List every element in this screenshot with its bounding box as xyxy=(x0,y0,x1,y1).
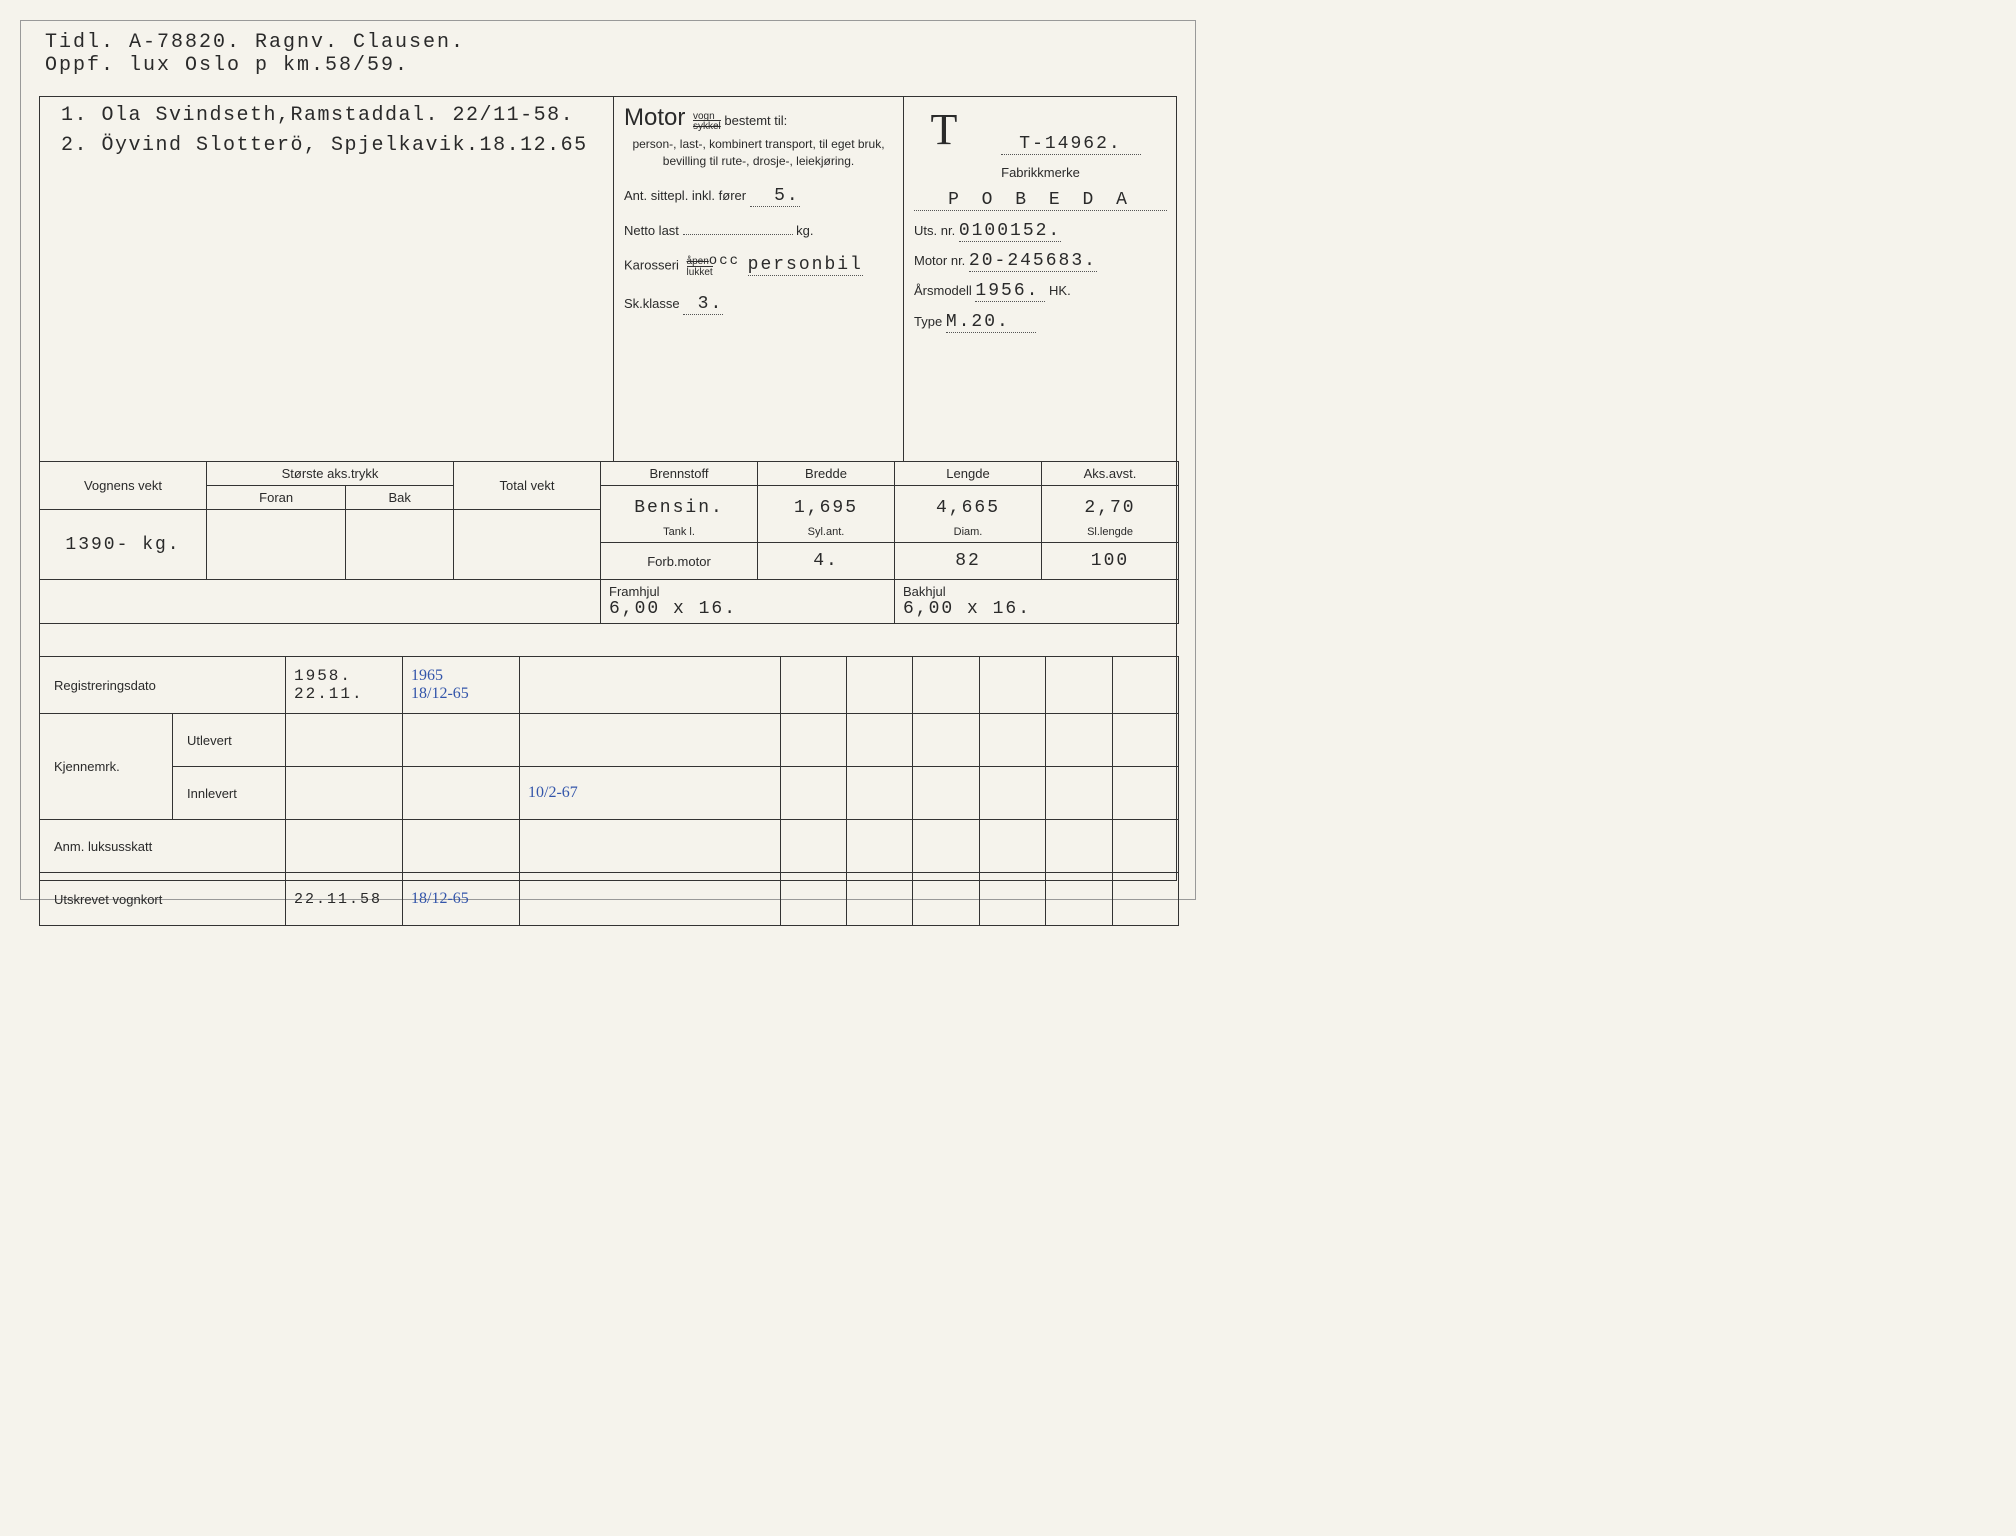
bestemt-label: bestemt til: xyxy=(724,113,787,128)
apen-label: åpen xyxy=(687,256,709,267)
right-info-block: Motor vogn sykkel bestemt til: person-, … xyxy=(613,96,1177,461)
reg-number: T-14962. xyxy=(1001,134,1141,155)
syl-value: 4. xyxy=(758,543,895,580)
diam-value: 82 xyxy=(895,543,1042,580)
owner-2: 2. Öyvind Slotterö, Spjelkavik.18.12.65 xyxy=(61,131,588,161)
karosseri-label: Karosseri xyxy=(624,257,679,272)
storste-label: Største aks.trykk xyxy=(207,462,454,486)
bak-label: Bak xyxy=(346,486,454,510)
sl-value: 100 xyxy=(1042,543,1179,580)
header-notes: Tidl. A-78820. Ragnv. Clausen. Oppf. lux… xyxy=(45,31,465,77)
occ-typed: occ xyxy=(709,253,740,269)
sylant-label: Syl.ant. xyxy=(766,526,886,538)
utskrevet-label: Utskrevet vognkort xyxy=(40,873,286,926)
aksavst-header: Aks.avst. xyxy=(1042,462,1179,486)
karosseri-value: personbil xyxy=(748,255,863,276)
uts-value: 0100152. xyxy=(959,221,1061,242)
motor-title: Motor xyxy=(624,104,685,131)
regdato-label: Registreringsdato xyxy=(40,657,286,714)
total-vekt-label: Total vekt xyxy=(454,462,601,510)
anm-label: Anm. luksusskatt xyxy=(40,820,286,873)
hk-label: HK. xyxy=(1049,283,1071,298)
regdato-2a: 1965 xyxy=(411,667,511,685)
table-row: Foran Bak Bensin. Tank l. 1,695 Syl.ant.… xyxy=(40,486,1179,510)
brennstoff-value: Bensin. xyxy=(609,490,749,526)
regdato-2b: 18/12-65 xyxy=(411,685,511,703)
registration-section: T T-14962. Fabrikkmerke P O B E D A Uts.… xyxy=(904,96,1177,461)
motor-desc: person-, last-, kombinert transport, til… xyxy=(624,136,893,170)
registration-card: Tidl. A-78820. Ragnv. Clausen. Oppf. lux… xyxy=(20,20,1196,900)
framhjul-value: 6,00 x 16. xyxy=(609,599,737,619)
utlevert-label: Utlevert xyxy=(173,714,286,767)
owner-1: 1. Ola Svindseth,Ramstaddal. 22/11-58. xyxy=(61,101,588,131)
fabrikk-value: P O B E D A xyxy=(914,190,1167,211)
history-table: Registreringsdato 1958. 22.11. 1965 18/1… xyxy=(39,656,1179,926)
forb-motor-label: Forb.motor xyxy=(601,543,758,580)
lengde-header: Lengde xyxy=(895,462,1042,486)
regdato-1b: 22.11. xyxy=(294,685,394,703)
type-label: Type xyxy=(914,314,942,329)
lengde-value: 4,665 xyxy=(903,490,1033,526)
table-row: Innlevert 10/2-67 xyxy=(40,767,1179,820)
innlevert-value: 10/2-67 xyxy=(528,784,578,801)
lukket-label: lukket xyxy=(687,266,713,278)
owner-history: 1. Ola Svindseth,Ramstaddal. 22/11-58. 2… xyxy=(61,101,588,161)
motornr-value: 20-245683. xyxy=(969,251,1097,272)
netto-label: Netto last xyxy=(624,223,679,238)
innlevert-label: Innlevert xyxy=(173,767,286,820)
bredde-header: Bredde xyxy=(758,462,895,486)
vognens-vekt-label: Vognens vekt xyxy=(40,462,207,510)
vekt-value: 1390- kg. xyxy=(40,510,207,580)
table-row: Vognens vekt Største aks.trykk Total vek… xyxy=(40,462,1179,486)
motor-section: Motor vogn sykkel bestemt til: person-, … xyxy=(614,96,904,461)
skklasse-value: 3. xyxy=(683,294,723,315)
tank-label: Tank l. xyxy=(609,526,749,538)
bakhjul-label: Bakhjul xyxy=(903,584,946,599)
motornr-label: Motor nr. xyxy=(914,253,965,268)
diam-label: Diam. xyxy=(903,526,1033,538)
table-row: Framhjul 6,00 x 16. Bakhjul 6,00 x 16. xyxy=(40,580,1179,624)
sittepl-value: 5. xyxy=(750,186,800,207)
bakhjul-value: 6,00 x 16. xyxy=(903,599,1031,619)
kjennemrk-label: Kjennemrk. xyxy=(40,714,173,820)
uts-label: Uts. nr. xyxy=(914,223,955,238)
kg-label: kg. xyxy=(796,223,813,238)
table-row: Registreringsdato 1958. 22.11. 1965 18/1… xyxy=(40,657,1179,714)
type-value: M.20. xyxy=(946,312,1036,333)
big-T: T xyxy=(914,104,974,155)
sllengde-label: Sl.lengde xyxy=(1050,526,1170,538)
sittepl-label: Ant. sittepl. inkl. fører xyxy=(624,188,746,203)
table-row: Kjennemrk. Utlevert xyxy=(40,714,1179,767)
header-line-1: Tidl. A-78820. Ragnv. Clausen. xyxy=(45,31,465,54)
sykkel-label: sykkel xyxy=(693,120,721,132)
arsmodell-label: Årsmodell xyxy=(914,283,972,298)
table-row: Utskrevet vognkort 22.11.58 18/12-65 xyxy=(40,873,1179,926)
bredde-value: 1,695 xyxy=(766,490,886,526)
header-line-2: Oppf. lux Oslo p km.58/59. xyxy=(45,54,465,77)
aksavst-value: 2,70 xyxy=(1050,490,1170,526)
foran-label: Foran xyxy=(207,486,346,510)
spec-table: Vognens vekt Største aks.trykk Total vek… xyxy=(39,461,1179,624)
skklasse-label: Sk.klasse xyxy=(624,296,680,311)
arsmodell-value: 1956. xyxy=(975,281,1045,302)
utskrevet-v1: 22.11.58 xyxy=(294,891,382,908)
regdato-1a: 1958. xyxy=(294,667,394,685)
brennstoff-header: Brennstoff xyxy=(601,462,758,486)
fabrikk-label: Fabrikkmerke xyxy=(914,165,1167,180)
utskrevet-v2: 18/12-65 xyxy=(411,890,469,907)
framhjul-label: Framhjul xyxy=(609,584,660,599)
table-row: Anm. luksusskatt xyxy=(40,820,1179,873)
